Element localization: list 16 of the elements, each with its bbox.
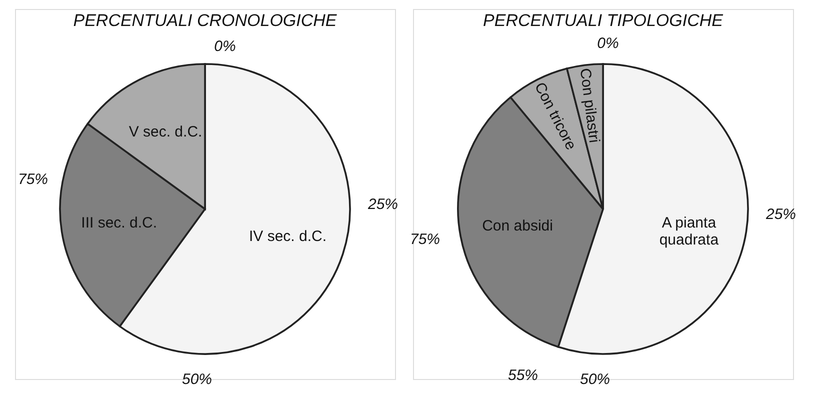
text: 50% <box>580 371 610 388</box>
chart-title: PERCENTUALI CRONOLOGICHE <box>73 11 338 30</box>
text: 25% <box>764 206 796 223</box>
text: 25% <box>366 196 398 213</box>
slice-label: V sec. d.C. <box>128 123 202 140</box>
text: 55% <box>508 367 538 384</box>
chart-title: PERCENTUALI TIPOLOGICHE <box>483 11 724 30</box>
slice-label: A pianta quadrata <box>659 214 720 249</box>
slice-label: III sec. d.C. <box>81 214 157 232</box>
slice-label: IV sec. d.C. <box>248 228 327 245</box>
text: 75% <box>410 231 440 248</box>
text: 50% <box>182 371 212 388</box>
text: 0% <box>214 38 236 55</box>
text: 0% <box>597 35 619 52</box>
text: 75% <box>18 171 48 188</box>
slice-label: Con absidi <box>482 217 553 234</box>
